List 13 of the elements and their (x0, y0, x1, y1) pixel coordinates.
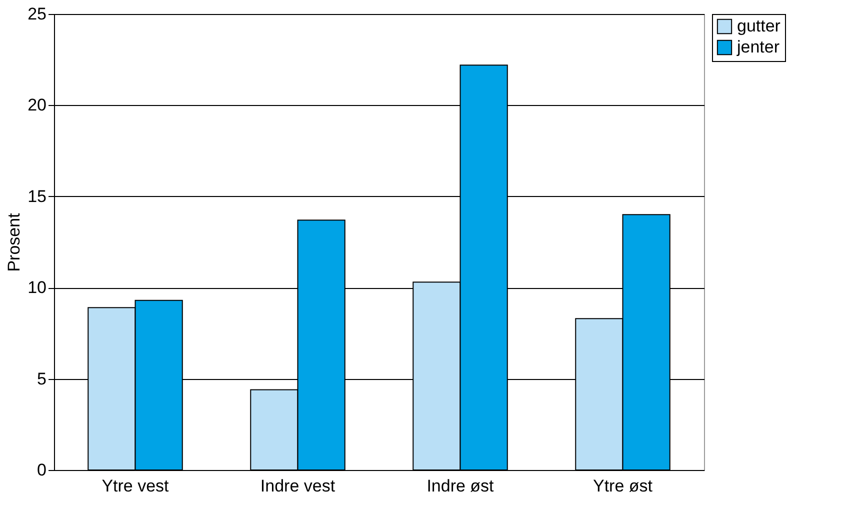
x-tick-label: Indre vest (260, 476, 336, 496)
y-tick-label: 15 (28, 186, 46, 206)
y-tick-label: 25 (28, 4, 46, 24)
legend-label: jenter (736, 38, 780, 56)
x-tick-label: Indre øst (426, 476, 494, 496)
y-tick-label: 10 (28, 278, 46, 298)
y-axis-title: Prosent (4, 212, 24, 272)
legend-label: gutter (737, 16, 781, 36)
y-tick-label: 5 (37, 369, 46, 388)
x-tick-label: Ytre vest (102, 476, 170, 496)
y-tick-label: 20 (28, 96, 46, 115)
y-tick-label: 0 (37, 460, 46, 480)
x-tick-label: Ytre øst (592, 476, 653, 496)
